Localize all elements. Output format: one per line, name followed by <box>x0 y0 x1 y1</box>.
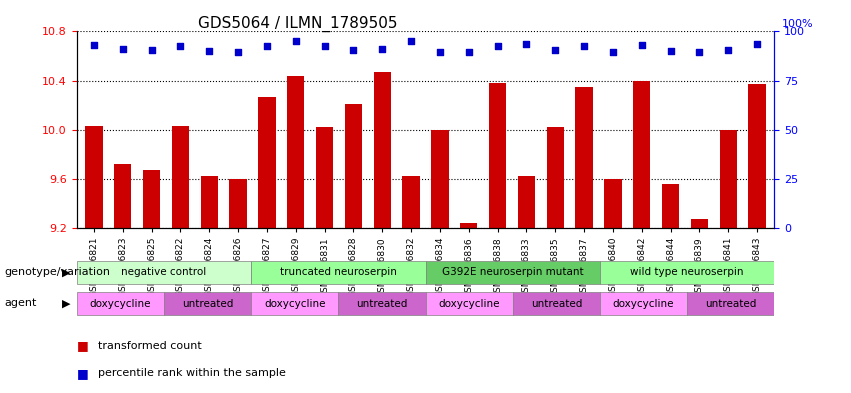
Text: ■: ■ <box>77 367 89 380</box>
Text: doxycycline: doxycycline <box>89 299 151 309</box>
Bar <box>114 164 131 228</box>
Text: negative control: negative control <box>121 267 207 277</box>
Text: untreated: untreated <box>357 299 408 309</box>
Bar <box>662 184 679 228</box>
Bar <box>749 84 766 228</box>
Text: doxycycline: doxycycline <box>438 299 500 309</box>
Text: untreated: untreated <box>531 299 582 309</box>
Point <box>520 40 534 47</box>
FancyBboxPatch shape <box>600 292 687 315</box>
FancyBboxPatch shape <box>512 292 600 315</box>
Text: wild type neuroserpin: wild type neuroserpin <box>631 267 744 277</box>
Bar <box>489 83 506 228</box>
Text: 100%: 100% <box>781 20 813 29</box>
Text: transformed count: transformed count <box>98 341 202 351</box>
FancyBboxPatch shape <box>600 261 774 284</box>
Bar <box>604 179 621 228</box>
Text: ▶: ▶ <box>62 298 71 309</box>
Text: GDS5064 / ILMN_1789505: GDS5064 / ILMN_1789505 <box>198 16 397 32</box>
Point <box>87 42 100 48</box>
Text: agent: agent <box>4 298 37 309</box>
Text: percentile rank within the sample: percentile rank within the sample <box>98 368 286 378</box>
Bar <box>720 130 737 228</box>
Point <box>375 46 389 52</box>
Bar <box>374 72 391 228</box>
Point <box>203 48 216 54</box>
Bar <box>546 127 564 228</box>
Point <box>346 47 360 53</box>
Point <box>693 49 706 55</box>
Point <box>635 42 648 48</box>
Bar <box>517 176 535 228</box>
Bar <box>172 126 189 228</box>
Bar <box>287 76 305 228</box>
Text: doxycycline: doxycycline <box>613 299 674 309</box>
Point <box>491 43 505 50</box>
FancyBboxPatch shape <box>77 292 163 315</box>
Bar <box>201 176 218 228</box>
FancyBboxPatch shape <box>251 261 426 284</box>
Bar <box>85 126 102 228</box>
FancyBboxPatch shape <box>426 292 512 315</box>
Text: doxycycline: doxycycline <box>264 299 325 309</box>
Point <box>260 43 274 50</box>
Point <box>577 43 591 50</box>
Text: ▶: ▶ <box>62 267 71 277</box>
FancyBboxPatch shape <box>687 292 774 315</box>
FancyBboxPatch shape <box>163 292 251 315</box>
Point <box>722 47 735 53</box>
FancyBboxPatch shape <box>251 292 338 315</box>
Point <box>145 47 158 53</box>
Text: untreated: untreated <box>705 299 757 309</box>
Point <box>664 48 677 54</box>
Point <box>548 47 562 53</box>
Point <box>462 49 476 55</box>
Point <box>174 43 187 50</box>
Bar <box>431 130 448 228</box>
FancyBboxPatch shape <box>77 261 251 284</box>
Bar <box>691 219 708 228</box>
Point <box>231 49 245 55</box>
Bar <box>575 87 593 228</box>
FancyBboxPatch shape <box>338 292 426 315</box>
FancyBboxPatch shape <box>426 261 600 284</box>
Text: ■: ■ <box>77 339 89 353</box>
Point <box>317 43 331 50</box>
Text: truncated neuroserpin: truncated neuroserpin <box>280 267 397 277</box>
Point <box>433 49 447 55</box>
Bar <box>316 127 334 228</box>
Bar <box>258 97 276 228</box>
Point <box>751 40 764 47</box>
Bar <box>143 170 160 228</box>
Bar <box>230 179 247 228</box>
Text: genotype/variation: genotype/variation <box>4 267 111 277</box>
Bar <box>460 223 477 228</box>
Bar <box>345 104 362 228</box>
Point <box>116 46 129 52</box>
Point <box>404 38 418 44</box>
Text: untreated: untreated <box>182 299 233 309</box>
Bar <box>403 176 420 228</box>
Bar <box>633 81 650 228</box>
Text: G392E neuroserpin mutant: G392E neuroserpin mutant <box>442 267 584 277</box>
Point <box>289 38 303 44</box>
Point <box>606 49 620 55</box>
